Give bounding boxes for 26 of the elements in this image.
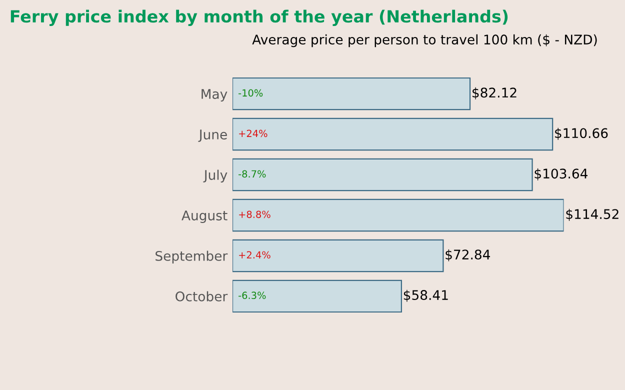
annotation: +2.4% [239,251,270,259]
chart-title: Ferry price index by month of the year (Netherlands) [10,10,508,26]
y-tick-label: July [203,170,228,183]
annotation: -8.7% [238,170,266,178]
annotation: -6.3% [238,292,266,300]
data-label: $114.52 [566,208,618,221]
y-tick-label: June [198,130,227,142]
chart-subtitle: Average price per person to travel 100 km ($ - NZD) [252,34,597,48]
annotation: +8.8% [239,210,270,218]
bar [232,77,471,110]
y-tick-label: August [182,210,228,223]
data-label: $82.12 [472,87,516,100]
y-tick-label: September [156,250,228,264]
bar [232,198,564,232]
bar [232,118,554,151]
y-tick-label: May [202,89,228,102]
annotation: -10% [238,89,263,97]
bar [232,239,444,272]
data-label: $110.66 [555,128,608,140]
data-label: $72.84 [446,249,490,262]
y-tick-label: October [176,291,228,302]
bar [232,280,402,313]
data-label: $58.41 [404,290,448,302]
data-label: $103.64 [534,168,588,180]
annotation: +24% [239,130,268,138]
bar [232,158,533,192]
